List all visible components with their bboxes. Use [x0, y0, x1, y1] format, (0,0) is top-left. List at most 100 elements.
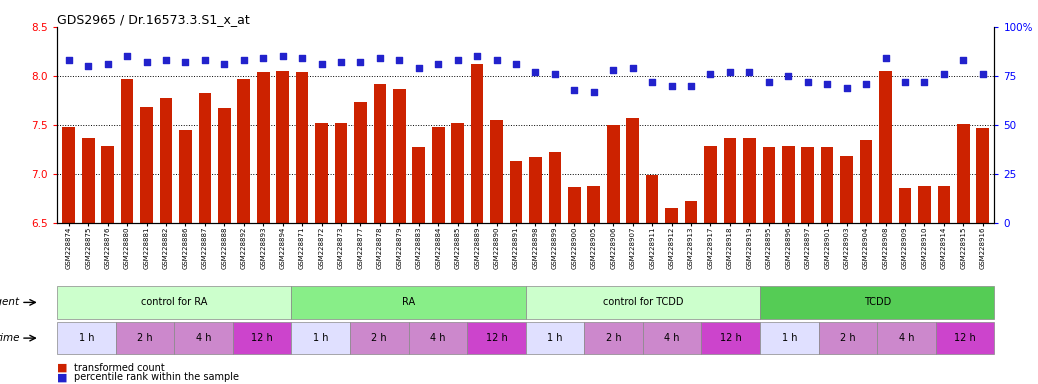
Bar: [432, 127, 444, 223]
Bar: [801, 147, 814, 223]
Point: [955, 57, 972, 63]
Point: [352, 59, 368, 65]
Bar: [782, 146, 795, 223]
Bar: [607, 125, 620, 223]
Bar: [238, 79, 250, 223]
Point: [975, 71, 991, 77]
Point: [780, 73, 796, 79]
Bar: [374, 84, 386, 223]
Bar: [120, 79, 134, 223]
Bar: [763, 147, 775, 223]
Bar: [859, 141, 872, 223]
Text: 12 h: 12 h: [251, 333, 273, 343]
Point: [236, 57, 252, 63]
Bar: [588, 187, 600, 223]
Point: [663, 83, 680, 89]
Point: [857, 81, 874, 87]
Text: 2 h: 2 h: [372, 333, 387, 343]
Bar: [452, 123, 464, 223]
Bar: [821, 147, 834, 223]
Point: [430, 61, 446, 67]
Text: 12 h: 12 h: [720, 333, 742, 343]
Text: 2 h: 2 h: [137, 333, 153, 343]
Point: [547, 71, 564, 77]
Bar: [626, 118, 639, 223]
Bar: [704, 146, 717, 223]
Point: [333, 59, 350, 65]
Text: 4 h: 4 h: [430, 333, 445, 343]
Text: control for TCDD: control for TCDD: [603, 297, 683, 308]
Point: [625, 65, 641, 71]
Point: [313, 61, 330, 67]
Bar: [899, 189, 911, 223]
Point: [216, 61, 233, 67]
Point: [118, 53, 135, 59]
Text: 2 h: 2 h: [606, 333, 622, 343]
Point: [935, 71, 952, 77]
Bar: [316, 123, 328, 223]
Text: 1 h: 1 h: [313, 333, 328, 343]
Point: [196, 57, 213, 63]
Bar: [276, 71, 289, 223]
Bar: [723, 137, 736, 223]
Point: [391, 57, 408, 63]
Point: [469, 53, 486, 59]
Text: 1 h: 1 h: [547, 333, 563, 343]
Text: ■: ■: [57, 363, 71, 373]
Text: transformed count: transformed count: [74, 363, 164, 373]
Text: 12 h: 12 h: [486, 333, 508, 343]
Bar: [393, 89, 406, 223]
Bar: [937, 187, 950, 223]
Point: [721, 69, 738, 75]
Bar: [568, 187, 580, 223]
Bar: [743, 137, 756, 223]
Bar: [82, 137, 94, 223]
Text: 1 h: 1 h: [79, 333, 94, 343]
Text: percentile rank within the sample: percentile rank within the sample: [74, 372, 239, 382]
Bar: [841, 156, 853, 223]
Text: 12 h: 12 h: [954, 333, 976, 343]
Bar: [354, 102, 366, 223]
Bar: [334, 123, 348, 223]
Point: [605, 67, 622, 73]
Point: [917, 79, 933, 85]
Point: [877, 55, 894, 61]
Text: 4 h: 4 h: [664, 333, 680, 343]
Point: [799, 79, 816, 85]
Bar: [180, 130, 192, 223]
Point: [80, 63, 97, 69]
Text: time: time: [0, 333, 20, 343]
Point: [566, 86, 582, 93]
Bar: [256, 72, 270, 223]
Text: 2 h: 2 h: [840, 333, 855, 343]
Text: 4 h: 4 h: [196, 333, 212, 343]
Bar: [62, 127, 75, 223]
Point: [274, 53, 291, 59]
Point: [294, 55, 310, 61]
Bar: [490, 120, 502, 223]
Bar: [140, 107, 153, 223]
Text: control for RA: control for RA: [141, 297, 208, 308]
Point: [644, 79, 660, 85]
Point: [702, 71, 718, 77]
Point: [158, 57, 174, 63]
Point: [741, 69, 758, 75]
Bar: [918, 187, 931, 223]
Point: [585, 88, 602, 94]
Bar: [412, 147, 426, 223]
Point: [410, 65, 427, 71]
Bar: [198, 93, 211, 223]
Bar: [218, 108, 230, 223]
Bar: [471, 64, 484, 223]
Bar: [646, 175, 658, 223]
Point: [488, 57, 504, 63]
Bar: [957, 124, 969, 223]
Bar: [296, 72, 308, 223]
Text: ■: ■: [57, 372, 71, 382]
Point: [683, 83, 700, 89]
Point: [508, 61, 524, 67]
Bar: [549, 152, 562, 223]
Point: [177, 59, 194, 65]
Point: [527, 69, 544, 75]
Text: agent: agent: [0, 297, 20, 308]
